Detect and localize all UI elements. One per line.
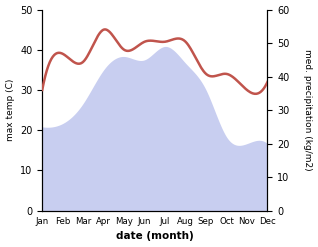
Y-axis label: max temp (C): max temp (C) <box>5 79 15 141</box>
Y-axis label: med. precipitation (kg/m2): med. precipitation (kg/m2) <box>303 49 313 171</box>
X-axis label: date (month): date (month) <box>116 231 194 242</box>
